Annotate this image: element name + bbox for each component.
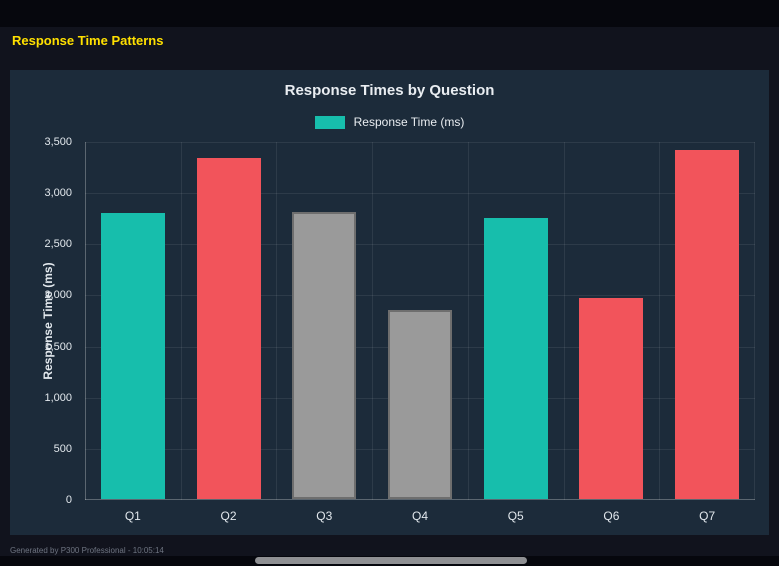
v-gridline — [467, 142, 469, 500]
y-tick-label: 2,000 — [44, 289, 72, 302]
v-gridline — [180, 142, 182, 500]
h-gridline — [85, 244, 755, 246]
v-gridline — [659, 142, 661, 500]
horizontal-scrollbar[interactable] — [0, 556, 779, 566]
y-tick-labels: 0 500 1,000 1,500 2,000 2,500 3,000 3,500 — [10, 136, 80, 506]
x-tick-label: Q5 — [507, 509, 524, 523]
legend-label: Response Time (ms) — [353, 115, 465, 129]
bar-q3[interactable] — [292, 211, 357, 499]
chart-panel: Response Times by Question Response Time… — [10, 70, 769, 535]
footer-note: Generated by P300 Professional - 10:05:1… — [10, 546, 164, 555]
window-top-bar — [0, 0, 779, 27]
h-gridline — [85, 193, 755, 195]
y-tick-label: 1,500 — [44, 340, 72, 353]
bar-q4[interactable] — [388, 309, 452, 499]
bar-q1[interactable] — [100, 212, 165, 499]
v-gridline — [563, 142, 565, 500]
y-tick-label: 0 — [65, 494, 72, 506]
y-tick-label: 1,000 — [44, 391, 72, 404]
y-tick-label: 500 — [53, 442, 72, 455]
x-tick-labels: Q1 Q2 Q3 Q4 Q5 Q6 Q7 — [85, 500, 755, 530]
v-gridline — [754, 142, 755, 500]
y-tick-label: 3,000 — [44, 187, 72, 200]
v-gridline — [372, 142, 374, 500]
x-tick-label: Q7 — [699, 509, 716, 523]
y-tick-label: 3,500 — [44, 136, 72, 148]
x-tick-label: Q4 — [411, 509, 428, 523]
plot-area — [85, 142, 755, 500]
x-axis-line — [85, 499, 755, 500]
y-axis-line — [85, 142, 86, 500]
x-tick-label: Q3 — [316, 509, 333, 523]
x-tick-label: Q6 — [603, 509, 620, 523]
h-gridline — [85, 295, 755, 297]
x-tick-label: Q1 — [124, 509, 141, 523]
legend-swatch — [314, 115, 345, 129]
bar-q7[interactable] — [675, 150, 740, 499]
y-tick-label: 2,500 — [44, 238, 72, 251]
bar-q5[interactable] — [483, 218, 548, 499]
x-tick-label: Q2 — [220, 509, 237, 523]
chart-title: Response Times by Question — [284, 82, 495, 99]
page-title: Response Time Patterns — [12, 33, 164, 48]
horizontal-scrollbar-thumb[interactable] — [255, 557, 527, 564]
bar-q6[interactable] — [579, 298, 644, 499]
chart-legend[interactable]: Response Time (ms) — [10, 115, 769, 129]
h-gridline — [85, 142, 755, 143]
bar-q2[interactable] — [196, 158, 261, 499]
v-gridline — [276, 142, 278, 500]
